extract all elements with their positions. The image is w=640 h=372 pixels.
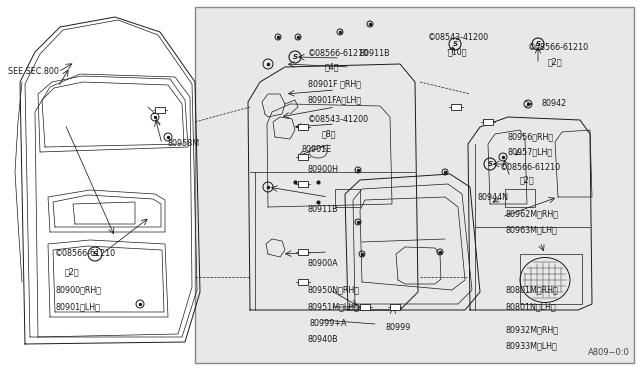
Text: 80932M（RH）: 80932M（RH）	[505, 326, 558, 334]
Text: 80801M（RH）: 80801M（RH）	[505, 285, 557, 295]
Text: ©08543-41200: ©08543-41200	[428, 32, 489, 42]
Text: 80951M（LH）: 80951M（LH）	[308, 302, 360, 311]
Text: （4）: （4）	[325, 62, 339, 71]
Text: ©08566-61210: ©08566-61210	[528, 42, 589, 51]
Text: （10）: （10）	[448, 48, 467, 57]
Text: S: S	[452, 41, 458, 47]
Text: 80942: 80942	[542, 99, 567, 109]
Text: ©08566-61210: ©08566-61210	[308, 49, 369, 58]
Text: 80900A: 80900A	[308, 260, 339, 269]
Text: 80962M（RH）: 80962M（RH）	[505, 209, 558, 218]
Bar	[195, 7, 634, 363]
Text: （2）: （2）	[65, 267, 79, 276]
Text: 80901E: 80901E	[302, 145, 332, 154]
Text: ©08543-41200: ©08543-41200	[308, 115, 369, 125]
Bar	[505, 189, 535, 207]
Text: 80958M: 80958M	[168, 140, 200, 148]
Text: 80911B: 80911B	[308, 205, 339, 215]
Text: S: S	[536, 41, 541, 47]
Text: 80900（RH）: 80900（RH）	[55, 285, 101, 295]
Text: 80944N: 80944N	[478, 192, 509, 202]
Bar	[483, 119, 493, 125]
Text: ©08566-61210: ©08566-61210	[55, 250, 116, 259]
Text: 80957（LH）: 80957（LH）	[508, 148, 553, 157]
Text: SEE SEC.800: SEE SEC.800	[8, 67, 59, 77]
Text: 80940B: 80940B	[308, 336, 339, 344]
Text: A809−0:0: A809−0:0	[588, 348, 630, 357]
Bar	[298, 124, 308, 130]
Bar	[298, 154, 308, 160]
Text: 80901F （RH）: 80901F （RH）	[308, 80, 361, 89]
Text: 80999: 80999	[385, 323, 410, 331]
Bar	[335, 189, 360, 207]
Text: 80911B: 80911B	[360, 49, 390, 58]
Text: ©08566-61210: ©08566-61210	[500, 163, 561, 171]
Bar	[298, 279, 308, 285]
Bar	[390, 304, 400, 310]
Text: 80999+A: 80999+A	[310, 320, 348, 328]
Text: S: S	[292, 54, 298, 60]
Text: （2）: （2）	[520, 176, 534, 185]
Text: （2）: （2）	[548, 58, 563, 67]
Text: 80956（RH）: 80956（RH）	[508, 132, 554, 141]
Bar	[155, 107, 165, 113]
Text: S: S	[93, 251, 97, 257]
Text: 80900H: 80900H	[308, 166, 339, 174]
Text: （8）: （8）	[322, 129, 337, 138]
Text: S: S	[488, 161, 493, 167]
Bar	[451, 104, 461, 110]
Text: 80901（LH）: 80901（LH）	[55, 302, 100, 311]
Bar	[520, 254, 582, 304]
Bar	[298, 181, 308, 187]
Text: 80801N（LH）: 80801N（LH）	[505, 302, 556, 311]
Text: 80950N（RH）: 80950N（RH）	[308, 285, 360, 295]
Text: 80901FA（LH）: 80901FA（LH）	[308, 96, 362, 105]
Text: 80933M（LH）: 80933M（LH）	[505, 341, 557, 350]
Bar	[298, 249, 308, 255]
Bar	[360, 304, 370, 310]
Text: 80963M（LH）: 80963M（LH）	[505, 225, 557, 234]
